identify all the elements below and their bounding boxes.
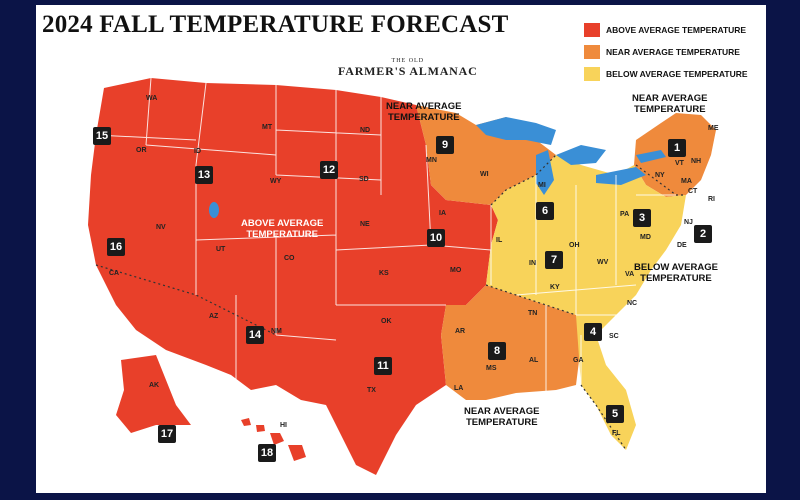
region-badge-12: 12 bbox=[320, 161, 338, 179]
state-abbr: NJ bbox=[684, 219, 693, 226]
zone-dividers bbox=[95, 154, 686, 451]
state-abbr: OR bbox=[136, 147, 147, 154]
brand-small: THE OLD bbox=[391, 58, 425, 64]
region-badge-15: 15 bbox=[93, 127, 111, 145]
legend-swatch-near bbox=[584, 45, 600, 59]
region-badge-13: 13 bbox=[195, 166, 213, 184]
zone-label-near-average-south: NEAR AVERAGE TEMPERATURE bbox=[464, 406, 540, 428]
state-abbr: MO bbox=[450, 267, 462, 274]
state-abbr: KY bbox=[550, 284, 560, 291]
state-abbr: AL bbox=[529, 357, 539, 364]
state-abbr: TX bbox=[367, 387, 376, 394]
state-abbr: RI bbox=[708, 196, 715, 203]
state-abbr: CO bbox=[284, 255, 295, 262]
state-abbr: WA bbox=[146, 95, 158, 102]
alaska-shape bbox=[116, 355, 191, 433]
state-abbr: TN bbox=[528, 310, 538, 317]
legend-label-above: ABOVE AVERAGE TEMPERATURE bbox=[606, 25, 747, 35]
state-abbr: MT bbox=[262, 124, 273, 131]
state-abbr: UT bbox=[216, 246, 226, 253]
legend-label-below: BELOW AVERAGE TEMPERATURE bbox=[606, 69, 748, 79]
state-abbr: MA bbox=[681, 178, 692, 185]
state-abbr: AR bbox=[455, 328, 466, 335]
state-abbr: VA bbox=[625, 271, 635, 278]
region-badge-7: 7 bbox=[545, 251, 563, 269]
state-abbr: HI bbox=[280, 422, 287, 429]
state-abbr: SC bbox=[609, 333, 619, 340]
state-abbr: CA bbox=[109, 270, 120, 277]
state-abbr: WV bbox=[597, 259, 609, 266]
legend-item-above: ABOVE AVERAGE TEMPERATURE bbox=[584, 22, 748, 38]
zone-label-below-average: BELOW AVERAGE TEMPERATURE bbox=[634, 262, 718, 284]
legend-swatch-above bbox=[584, 23, 600, 37]
brand-big: FARMER'S ALMANAC bbox=[338, 64, 478, 78]
region-badge-5: 5 bbox=[606, 405, 624, 423]
state-abbr: MN bbox=[426, 157, 437, 164]
legend: ABOVE AVERAGE TEMPERATURE NEAR AVERAGE T… bbox=[584, 22, 748, 88]
zone-above-average bbox=[88, 78, 498, 475]
state-abbr: DE bbox=[677, 242, 687, 249]
map-frame: 2024 FALL TEMPERATURE FORECAST ABOVE AVE… bbox=[36, 5, 766, 493]
region-badge-9: 9 bbox=[436, 136, 454, 154]
region-badge-16: 16 bbox=[107, 238, 125, 256]
state-abbr: MI bbox=[538, 182, 546, 189]
state-abbr: ND bbox=[360, 127, 371, 134]
region-badge-18: 18 bbox=[258, 444, 276, 462]
state-abbr: SD bbox=[359, 176, 369, 183]
zone-label-near-average-midwest: NEAR AVERAGE TEMPERATURE bbox=[386, 101, 462, 123]
state-abbr: NY bbox=[655, 172, 665, 179]
us-map bbox=[88, 77, 716, 475]
state-abbr: ME bbox=[708, 125, 719, 132]
state-abbr: AZ bbox=[209, 313, 219, 320]
region-badge-17: 17 bbox=[158, 425, 176, 443]
hawaii-shape bbox=[241, 418, 306, 461]
region-badge-11: 11 bbox=[374, 357, 392, 375]
state-abbr: GA bbox=[573, 357, 584, 364]
state-abbr: MS bbox=[486, 365, 497, 372]
state-abbr: OK bbox=[381, 318, 392, 325]
state-abbr: NV bbox=[156, 224, 166, 231]
region-badge-6: 6 bbox=[536, 202, 554, 220]
state-abbr: NM bbox=[271, 328, 282, 335]
zone-label-near-average-northeast: NEAR AVERAGE TEMPERATURE bbox=[632, 93, 708, 115]
map-title: 2024 FALL TEMPERATURE FORECAST bbox=[42, 11, 509, 38]
state-abbr: NE bbox=[360, 221, 370, 228]
state-abbr: IA bbox=[439, 210, 446, 217]
region-badge-1: 1 bbox=[668, 139, 686, 157]
state-abbr: MD bbox=[640, 234, 651, 241]
region-badge-2: 2 bbox=[694, 225, 712, 243]
region-badge-8: 8 bbox=[488, 342, 506, 360]
state-abbr: PA bbox=[620, 211, 630, 218]
region-badge-4: 4 bbox=[584, 323, 602, 341]
great-salt-lake bbox=[209, 202, 219, 218]
state-abbr: IL bbox=[496, 237, 503, 244]
state-abbr: FL bbox=[612, 430, 621, 437]
state-abbr: WY bbox=[270, 178, 282, 185]
state-abbr: IN bbox=[529, 260, 536, 267]
state-abbr: CT bbox=[688, 188, 698, 195]
region-badge-10: 10 bbox=[427, 229, 445, 247]
state-abbr: ID bbox=[194, 148, 201, 155]
zone-label-above-average: ABOVE AVERAGE TEMPERATURE bbox=[241, 218, 324, 240]
almanac-logo: THE OLD FARMER'S ALMANAC bbox=[338, 58, 478, 79]
state-abbr: VT bbox=[675, 160, 684, 167]
state-abbr: AK bbox=[149, 382, 160, 389]
legend-swatch-below bbox=[584, 67, 600, 81]
state-abbr: WI bbox=[480, 171, 489, 178]
legend-item-below: BELOW AVERAGE TEMPERATURE bbox=[584, 66, 748, 82]
state-abbr: NC bbox=[627, 300, 638, 307]
state-abbr: LA bbox=[454, 385, 464, 392]
legend-label-near: NEAR AVERAGE TEMPERATURE bbox=[606, 47, 740, 57]
state-abbr: OH bbox=[569, 242, 580, 249]
region-badge-3: 3 bbox=[633, 209, 651, 227]
state-abbr: KS bbox=[379, 270, 389, 277]
great-lakes bbox=[476, 117, 666, 195]
legend-item-near: NEAR AVERAGE TEMPERATURE bbox=[584, 44, 748, 60]
state-abbr: NH bbox=[691, 158, 702, 165]
region-badge-14: 14 bbox=[246, 326, 264, 344]
